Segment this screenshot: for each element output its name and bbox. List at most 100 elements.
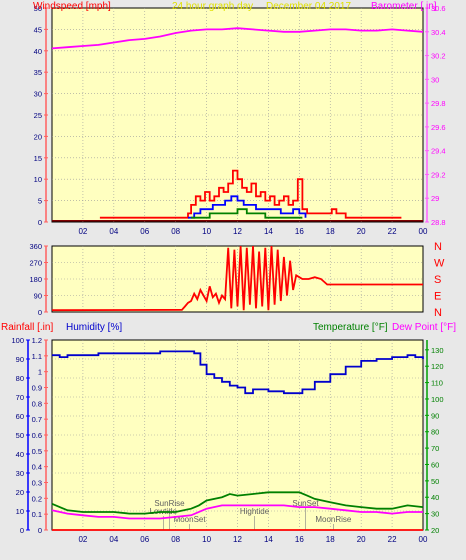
humidity-axis: 0 10 20 30 40 50 60 70 80 90 100 [11,336,30,535]
rainfall-header: Rainfall [.in] [1,322,53,333]
wind-x-tick-label: 22 [388,227,397,236]
annotation-label: Hightide [240,507,270,516]
y-tick-label: 80 [16,374,24,383]
y-tick-label: 70 [16,393,24,402]
annotation-label: SunRise [154,499,185,508]
wind-x-tick-label: 12 [233,227,242,236]
y-tick-label: 29.6 [431,123,446,132]
wind-panel-grid [52,8,423,222]
y-tick-label: 0.3 [32,479,42,488]
y-tick-label: 90 [431,411,439,420]
temperature-header: Temperature [°F] [313,322,388,333]
y-tick-label: 120 [431,362,444,371]
climate-x-tick-label: 22 [388,535,397,544]
climate-x-tick-label: 06 [140,535,149,544]
y-tick-label: 30 [431,75,439,84]
annotation-label: SunSet [292,499,319,508]
y-tick-label: 20 [16,488,24,497]
y-tick-label: 35 [34,68,42,77]
y-tick-label: 60 [16,412,24,421]
y-tick-label: 29.2 [431,170,446,179]
y-tick-label: 0.7 [32,415,42,424]
wind-x-tick-label: 10 [202,227,211,236]
y-tick-label: 0.4 [32,463,42,472]
temperature-line [51,491,424,515]
wind-x-tick-label: 20 [357,227,366,236]
y-tick-label: 270 [29,259,42,268]
y-tick-label: 60 [431,460,439,469]
compass-label: W [434,258,445,270]
y-tick-label: 25 [34,111,42,120]
dewpoint-line [51,504,423,520]
climate-x-tick-label: 08 [171,535,180,544]
y-tick-label: 0.9 [32,384,42,393]
y-tick-label: 0 [38,308,42,317]
y-tick-label: 29.4 [431,147,446,156]
compass-label: E [434,291,441,303]
y-tick-label: 0 [38,526,42,535]
annotation-label: MoonSet [174,515,207,524]
y-tick-label: 40 [16,450,24,459]
wind-gust-line [99,169,402,219]
y-tick-label: 30 [34,90,42,99]
y-tick-label: 90 [34,292,42,301]
windspeed-axis: 0 5 10 15 20 25 30 35 40 45 50 [34,4,48,227]
y-tick-label: 80 [431,428,439,437]
wind-x-tick-label: 18 [326,227,335,236]
y-tick-label: 1.2 [32,336,42,345]
climate-x-tick-label: 14 [264,535,273,544]
y-tick-label: 100 [431,395,444,404]
climate-panel-grid [52,340,423,530]
y-tick-label: 0.6 [32,431,42,440]
climate-x-tick-label: 12 [233,535,242,544]
wind-low-line [191,208,303,219]
y-tick-label: 1 [38,368,42,377]
windspeed-header: Windspeed [mph] [33,1,111,12]
y-tick-label: 50 [431,477,439,486]
y-tick-label: 45 [34,25,42,34]
y-tick-label: 30.6 [431,4,446,13]
y-tick-label: 100 [11,336,24,345]
y-tick-label: 180 [29,275,42,284]
y-tick-label: 1.1 [32,352,42,361]
wind-x-tick-label: 00 [419,227,428,236]
wind-x-tick-label: 06 [140,227,149,236]
humidity-header: Humidity [%] [66,322,122,333]
y-tick-label: 0.1 [32,510,42,519]
y-tick-label: 30.4 [431,28,446,37]
wind-x-tick-label: 14 [264,227,273,236]
direction-axis: 0 90 180 270 360 [29,242,48,317]
temperature-axis: 20 30 40 50 60 70 80 90 100 110 120 130 [425,340,444,535]
graph-date: December 04 2017 [266,1,351,12]
climate-x-tick-label: 10 [202,535,211,544]
climate-x-tick-label: 16 [295,535,304,544]
y-tick-label: 40 [34,47,42,56]
annotation-label: MoonRise [315,515,352,524]
climate-x-tick-label: 04 [109,535,118,544]
climate-x-tick-label: 00 [419,535,428,544]
y-tick-label: 0 [38,218,42,227]
y-tick-label: 360 [29,242,42,251]
humidity-line [52,350,424,395]
y-tick-label: 90 [16,355,24,364]
y-tick-label: 0.2 [32,494,42,503]
compass-label: N [434,241,442,253]
compass-label: N [434,307,442,319]
y-tick-label: 15 [34,154,42,163]
y-tick-label: 110 [431,379,443,388]
y-tick-label: 50 [16,431,24,440]
climate-x-tick-label: 20 [357,535,366,544]
y-tick-label: 0.5 [32,447,42,456]
barometer-line [51,27,424,50]
y-tick-label: 130 [431,346,444,355]
y-tick-label: 29.8 [431,99,446,108]
dewpoint-header: Dew Point [°F] [392,322,456,333]
wind-x-tick-label: 16 [295,227,304,236]
graph-title: 24 hour graph day [172,1,253,12]
y-tick-label: 5 [38,197,42,206]
wind-x-tick-label: 08 [171,227,180,236]
y-tick-label: 28.8 [431,218,446,227]
wind-average-line [188,195,307,219]
rainfall-axis: 0 0.1 0.2 0.3 0.4 0.5 0.6 0.7 0.8 0.9 1 1.1 1.2 [32,336,48,535]
wind-direction-line [51,245,423,312]
